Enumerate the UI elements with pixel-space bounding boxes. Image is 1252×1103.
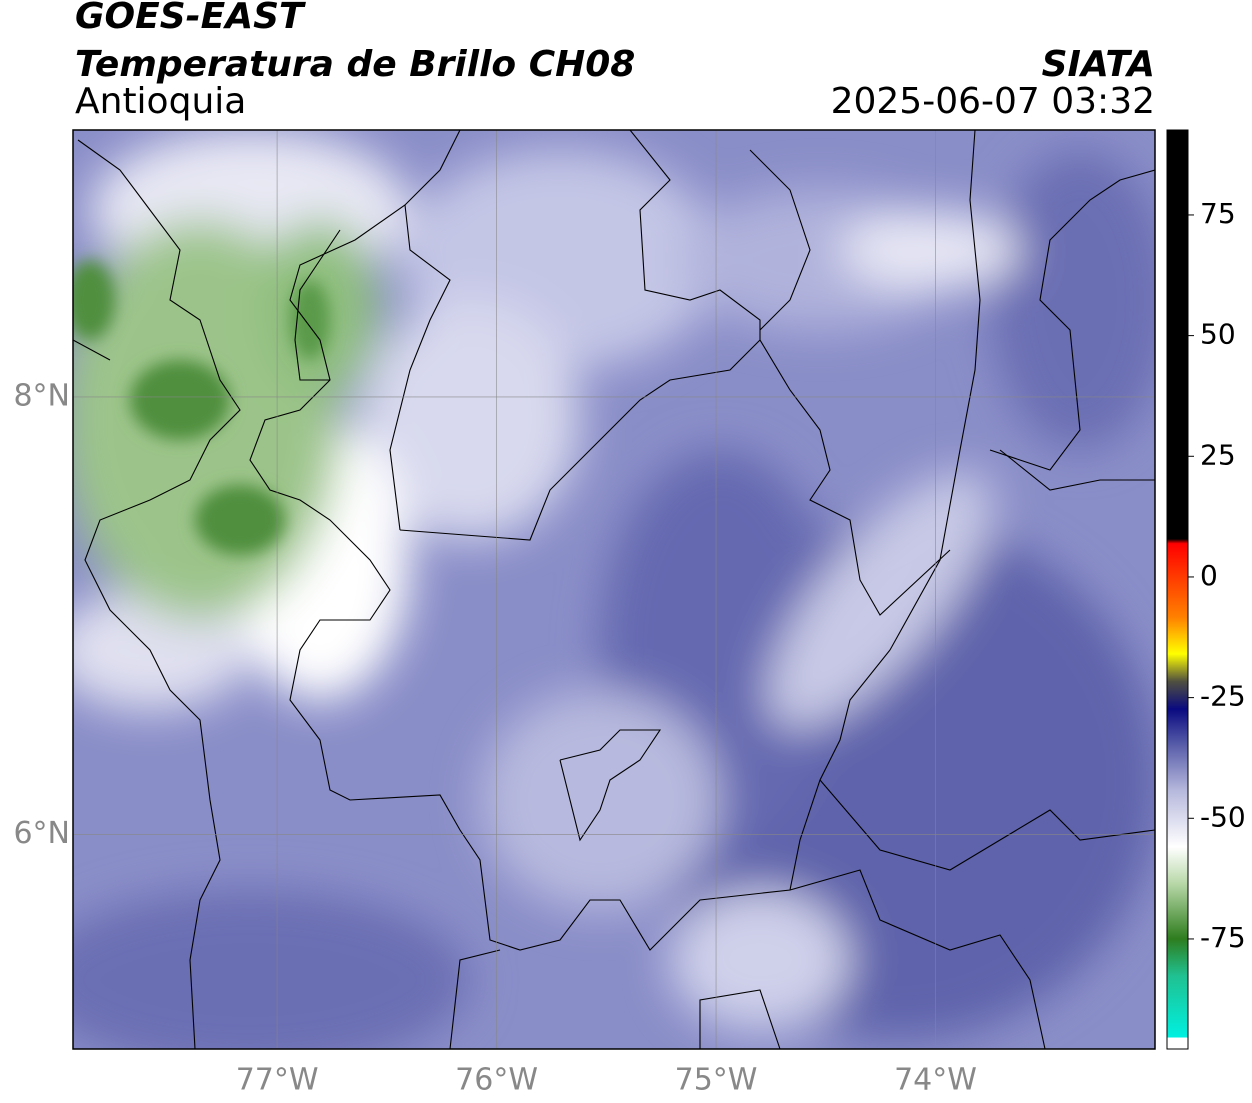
boundaries — [73, 130, 1155, 1049]
colorbar-tick-label: 75 — [1200, 197, 1236, 230]
subtitle: Temperatura de Brillo CH08 — [75, 44, 635, 85]
colorbar-tick-label: 50 — [1200, 318, 1236, 351]
map-image — [73, 130, 1155, 1049]
colorbar-tick-label: -75 — [1200, 921, 1246, 954]
y-tick-label: 6°N — [13, 816, 70, 851]
colorbar-tick-label: 25 — [1200, 438, 1236, 471]
grid: 77°W 76°W 75°W 74°W 6°N 8°N — [13, 130, 1155, 1098]
title: GOES-EAST — [75, 0, 306, 37]
map-frame — [72, 129, 1156, 1050]
datetime: 2025-06-07 03:32 — [831, 81, 1155, 122]
colorbar-tick-label: 0 — [1200, 559, 1218, 592]
x-tick-label: 75°W — [675, 1063, 758, 1098]
colorbar-ticks: -75 -50 -25 0 25 50 75 — [1188, 197, 1246, 954]
x-tick-label: 76°W — [455, 1063, 538, 1098]
colorbar-tick-label: -50 — [1200, 800, 1246, 833]
y-tick-label: 8°N — [13, 378, 70, 413]
x-tick-label: 74°W — [894, 1063, 977, 1098]
colorbar — [1166, 129, 1189, 1050]
region: Antioquia — [75, 81, 246, 122]
source: SIATA — [1042, 44, 1155, 85]
colorbar-tick-label: -25 — [1200, 680, 1246, 713]
x-tick-label: 77°W — [236, 1063, 319, 1098]
